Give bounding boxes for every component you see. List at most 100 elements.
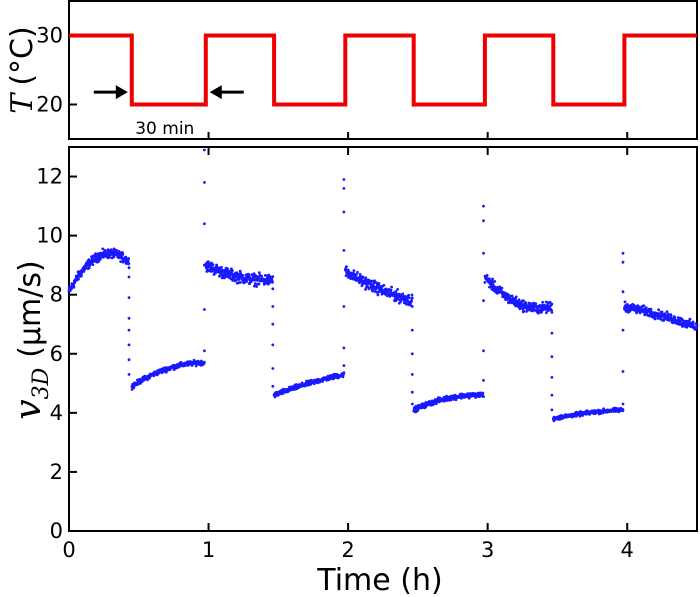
data-point xyxy=(534,302,538,306)
data-point xyxy=(487,277,491,280)
data-point xyxy=(127,257,130,260)
data-point xyxy=(649,307,653,311)
data-point xyxy=(226,267,229,271)
transient-point xyxy=(550,331,554,335)
data-point xyxy=(623,300,627,304)
transient-point xyxy=(127,343,131,347)
data-point xyxy=(544,300,548,304)
data-point xyxy=(203,360,206,364)
data-point xyxy=(241,274,245,277)
data-point xyxy=(362,276,365,279)
data-point xyxy=(101,247,105,251)
transient-point xyxy=(410,305,414,308)
transient-point xyxy=(203,308,206,311)
data-point xyxy=(676,316,680,319)
data-point xyxy=(370,279,374,283)
data-point xyxy=(220,266,223,269)
data-point xyxy=(352,269,356,272)
data-point xyxy=(257,271,261,275)
data-point xyxy=(364,276,368,280)
data-point xyxy=(394,290,398,293)
transient-point xyxy=(621,402,625,406)
data-point xyxy=(545,311,548,315)
transient-point xyxy=(271,322,275,326)
data-point xyxy=(99,257,102,261)
data-point xyxy=(514,295,518,299)
transient-point xyxy=(482,219,485,223)
data-point xyxy=(695,326,699,329)
top-ylabel-symbol: T xyxy=(5,92,40,114)
data-point xyxy=(491,277,494,281)
bottom-ylabel: v3D (μm/s) xyxy=(8,260,54,419)
data-point xyxy=(257,282,261,286)
data-point xyxy=(345,265,348,269)
data-point xyxy=(79,274,83,278)
data-point xyxy=(410,299,413,303)
data-point xyxy=(267,282,270,286)
data-point xyxy=(94,252,97,256)
data-point xyxy=(91,263,95,266)
data-point xyxy=(691,320,695,324)
transient-point xyxy=(482,349,485,353)
data-point xyxy=(104,250,108,253)
temperature-series xyxy=(69,33,697,107)
top-panel-frame xyxy=(68,0,698,140)
data-point xyxy=(695,323,699,327)
left-arrow-head xyxy=(115,85,128,100)
data-point xyxy=(377,282,381,285)
transient-point xyxy=(410,390,414,394)
data-point xyxy=(410,293,414,297)
data-point xyxy=(194,364,198,368)
data-point xyxy=(407,293,411,297)
bottom-ytick-label: 12 xyxy=(36,165,63,189)
velocity-series xyxy=(67,148,699,423)
data-point xyxy=(642,304,646,308)
transient-point xyxy=(410,373,414,376)
data-point xyxy=(546,309,550,312)
data-point xyxy=(72,285,76,289)
transient-point xyxy=(550,311,554,314)
transient-point xyxy=(621,251,625,255)
data-point xyxy=(389,288,393,292)
duration-annotation: 30 min xyxy=(93,85,244,139)
data-point xyxy=(673,316,677,320)
data-point xyxy=(228,274,232,278)
data-point xyxy=(510,294,514,298)
data-point xyxy=(342,371,346,374)
data-point xyxy=(364,288,367,291)
data-point xyxy=(527,301,531,305)
data-point xyxy=(665,310,669,314)
data-point xyxy=(115,248,118,252)
data-point xyxy=(246,278,249,281)
data-point xyxy=(387,288,391,291)
data-point xyxy=(127,262,131,266)
transient-point xyxy=(550,393,554,397)
data-point xyxy=(127,266,131,270)
data-point xyxy=(119,260,123,263)
bottom-xtick-label: 3 xyxy=(481,538,494,562)
transient-point xyxy=(127,316,131,320)
data-point xyxy=(390,285,393,289)
data-point xyxy=(541,300,544,304)
transient-point xyxy=(482,204,485,208)
data-point xyxy=(87,266,91,270)
top-ylabel-unit: (°C) xyxy=(5,26,40,85)
right-arrow-head xyxy=(209,85,222,100)
data-point xyxy=(77,277,80,281)
transient-point xyxy=(127,328,131,332)
data-point xyxy=(211,263,215,266)
transient-point xyxy=(271,384,275,388)
transient-point xyxy=(342,346,346,350)
transient-point xyxy=(127,296,131,299)
data-point xyxy=(260,274,263,278)
transient-point xyxy=(621,328,625,332)
transient-point xyxy=(342,305,346,308)
data-point xyxy=(514,297,517,301)
data-point xyxy=(300,381,304,385)
data-point xyxy=(130,388,134,391)
transient-point xyxy=(621,370,625,373)
transient-point xyxy=(621,260,625,264)
data-point xyxy=(215,265,219,269)
transient-point xyxy=(127,275,131,279)
